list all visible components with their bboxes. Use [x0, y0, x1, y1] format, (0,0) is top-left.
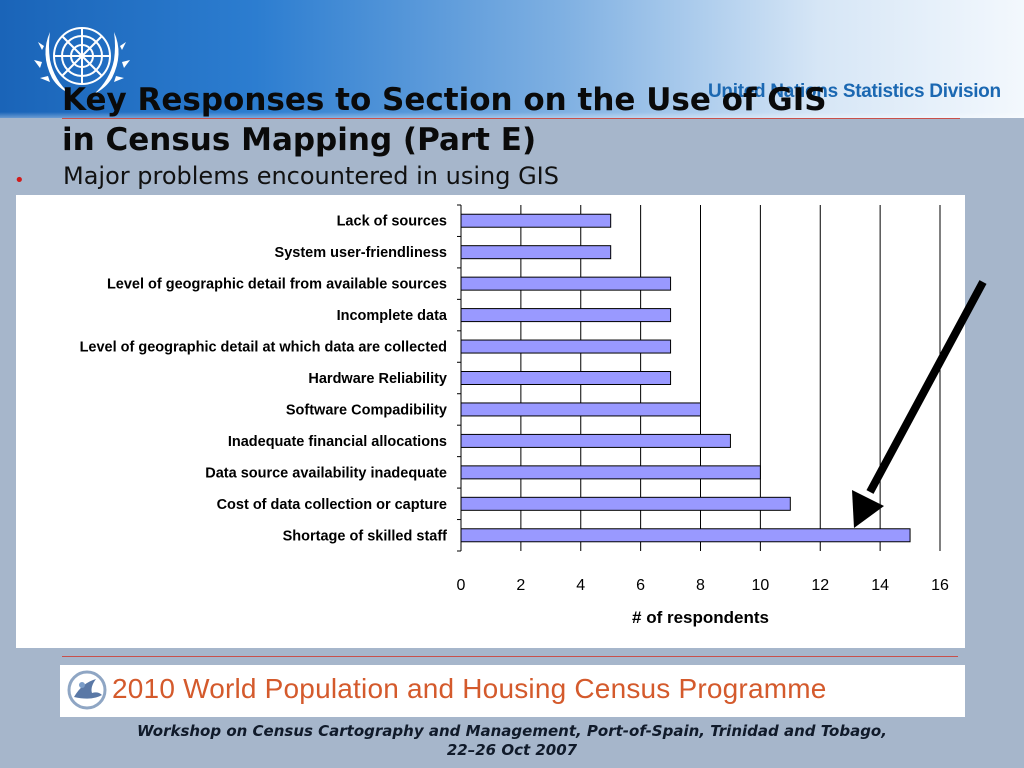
un-emblem-icon: [34, 27, 130, 94]
x-tick-label: 6: [636, 577, 645, 594]
bar-1: [460, 213, 612, 228]
x-axis-label: # of respondents: [632, 608, 769, 627]
category-label: Incomplete data: [337, 308, 448, 324]
category-label: Cost of data collection or capture: [217, 497, 447, 513]
x-tick-label: 4: [576, 577, 585, 594]
bullet-icon: •: [14, 170, 25, 191]
title-line-1: Key Responses to Section on the Use of G…: [62, 82, 827, 118]
category-label: Lack of sources: [337, 214, 447, 230]
category-label: Hardware Reliability: [308, 371, 447, 387]
bar-8: [460, 433, 731, 448]
bar-chart: Lack of sources System user-friendliness L…: [80, 204, 949, 627]
bar-2: [460, 245, 612, 260]
census-banner: 2010 World Population and Housing Census…: [60, 665, 965, 717]
category-label: Inadequate financial allocations: [228, 434, 447, 450]
bar-4: [460, 308, 672, 323]
x-tick-label: 16: [931, 577, 949, 594]
footer-line-1: Workshop on Census Cartography and Manag…: [137, 722, 887, 740]
slide-title: Key Responses to Section on the Use of G…: [62, 80, 827, 160]
bar-7: [460, 402, 701, 417]
x-tick-label: 0: [457, 577, 466, 594]
bar-9: [460, 465, 761, 480]
title-divider: [62, 118, 960, 119]
category-label: System user-friendliness: [275, 245, 447, 261]
chart-panel: Lack of sources System user-friendliness L…: [16, 195, 965, 648]
x-tick-label: 2: [516, 577, 525, 594]
x-tick-label: 8: [696, 577, 705, 594]
x-tick-label: 10: [751, 577, 769, 594]
category-label: Shortage of skilled staff: [283, 528, 448, 544]
bar-6: [460, 371, 672, 385]
bar-3: [460, 276, 672, 291]
census-banner-text: 2010 World Population and Housing Census…: [112, 673, 827, 704]
bar-5: [460, 339, 672, 354]
arrow-icon: [852, 280, 987, 528]
bar-11: [460, 528, 911, 543]
bullet-text: Major problems encountered in using GIS: [63, 162, 559, 190]
census-programme-logo-icon: [67, 670, 107, 710]
x-tick-label: 14: [871, 577, 889, 594]
category-label: Data source availability inadequate: [205, 465, 447, 481]
category-label: Software Compadibility: [286, 402, 447, 418]
category-label: Level of geographic detail at which data…: [80, 340, 447, 356]
organization-name: United Nations Statistics Division: [708, 81, 1001, 102]
footer-divider: [62, 656, 958, 657]
bar-10: [460, 496, 791, 511]
x-tick-label: 12: [811, 577, 829, 594]
footer-text: Workshop on Census Cartography and Manag…: [0, 722, 1024, 760]
category-label: Level of geographic detail from availabl…: [107, 277, 447, 293]
title-line-2: in Census Mapping (Part E): [62, 122, 537, 158]
header-band: [0, 0, 1024, 118]
footer-line-2: 22–26 Oct 2007: [446, 741, 578, 759]
